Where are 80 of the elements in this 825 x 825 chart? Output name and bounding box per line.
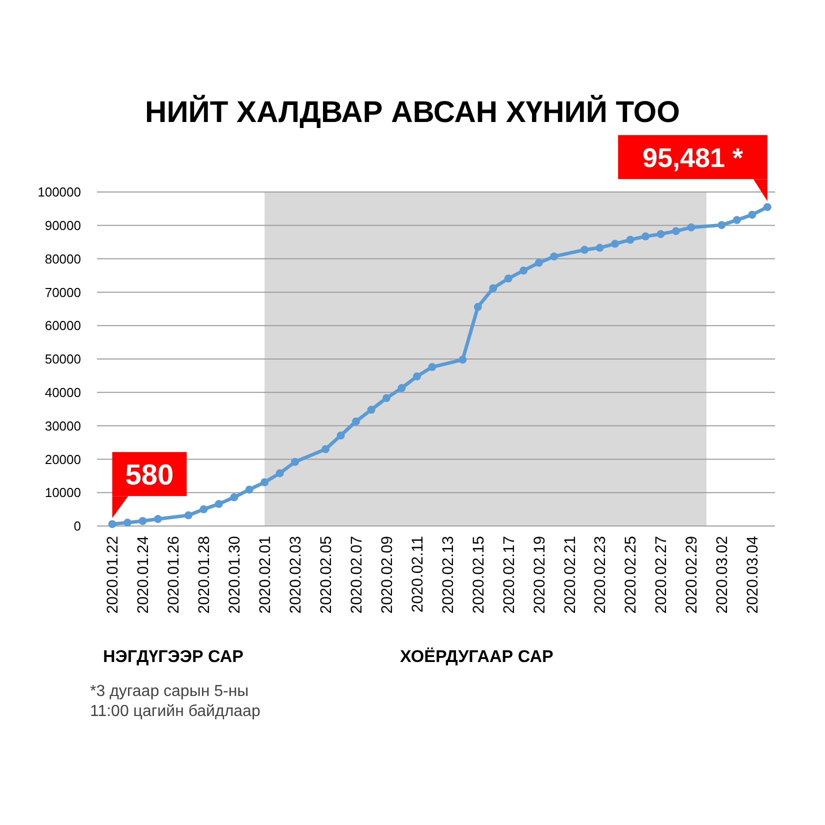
y-tick-label: 60000 <box>44 318 81 334</box>
y-tick-label: 40000 <box>44 384 81 400</box>
y-tick-label: 100000 <box>38 184 81 200</box>
chart-title: НИЙТ ХАЛДВАР АВСАН ХҮНИЙ ТОО <box>145 94 680 129</box>
y-tick-label: 10000 <box>44 485 81 500</box>
x-tick-label: 2020.02.21 <box>562 536 579 614</box>
x-tick-label: 2020.01.26 <box>166 536 183 614</box>
point <box>748 210 756 219</box>
x-tick-label: 2020.02.29 <box>684 536 701 614</box>
x-tick-label: 2020.02.17 <box>500 536 518 614</box>
point <box>367 406 376 414</box>
x-tick-label: 2020.01.24 <box>135 536 152 614</box>
x-tick-label: 2020.01.28 <box>196 536 214 614</box>
x-tick-label: 2020.03.02 <box>714 536 732 614</box>
y-tick-label: 20000 <box>44 452 81 467</box>
point <box>580 246 589 254</box>
y-tick-label: 90000 <box>44 218 81 233</box>
point <box>382 394 390 402</box>
point <box>458 356 467 364</box>
point <box>108 520 116 528</box>
point <box>732 216 741 224</box>
point <box>641 232 650 240</box>
point <box>596 244 604 252</box>
x-tick-label: 2020.02.13 <box>440 536 457 614</box>
x-tick-label: 2020.02.25 <box>622 536 640 614</box>
point <box>322 445 330 454</box>
point <box>550 252 558 260</box>
x-tick-label: 2020.02.01 <box>257 536 274 614</box>
point <box>123 518 132 527</box>
x-tick-label: 2020.02.05 <box>318 536 335 614</box>
point <box>474 302 482 311</box>
point <box>200 505 208 514</box>
point <box>276 469 284 478</box>
annotation: 95,481 * <box>642 142 744 173</box>
point <box>245 486 254 494</box>
y-tick-label: 30000 <box>44 418 81 434</box>
text: *3 дугаар сарын 5-ны 11:00 цагийн байдлаар <box>90 683 260 720</box>
y-tick-label: 50000 <box>44 352 81 367</box>
point <box>763 203 772 212</box>
point <box>184 511 192 520</box>
point <box>428 363 436 372</box>
x-tick-label: 2020.02.23 <box>592 536 610 614</box>
y-tick-label: 80000 <box>44 251 81 266</box>
x-tick-label: 2020.03.04 <box>744 536 762 614</box>
callout: 580 <box>112 452 187 518</box>
annotation: 580 <box>125 460 174 492</box>
point <box>489 284 498 292</box>
point <box>687 223 696 232</box>
point <box>504 274 512 283</box>
point <box>352 417 360 426</box>
point <box>260 478 269 486</box>
y-tick-label: 0 <box>74 518 81 534</box>
point <box>138 516 147 525</box>
x-tick-label: 2020.02.19 <box>531 536 548 614</box>
point <box>520 266 528 274</box>
point <box>398 384 406 392</box>
x-tick-label: 2020.02.03 <box>287 536 304 614</box>
text: НЭГДҮГЭЭР САР <box>103 647 244 666</box>
point <box>230 493 238 502</box>
point <box>611 240 620 248</box>
x-tick-label: 2020.02.11 <box>409 536 426 612</box>
point <box>534 258 543 267</box>
point <box>718 221 726 230</box>
point <box>336 431 345 440</box>
y-tick-label: 70000 <box>44 284 81 300</box>
point <box>626 236 634 244</box>
point <box>154 514 162 523</box>
callout: 95,481 * <box>618 135 768 202</box>
point <box>214 500 223 508</box>
point <box>672 227 680 236</box>
x-tick-label: 2020.01.30 <box>226 536 244 614</box>
x-tick-label: 2020.02.07 <box>348 536 366 614</box>
x-tick-label: 2020.02.27 <box>653 536 670 614</box>
point <box>656 230 665 238</box>
text: ХОЁРДУГААР САР <box>400 647 554 666</box>
x-tick-label: 2020.02.15 <box>470 536 488 614</box>
point <box>412 372 421 380</box>
point <box>291 458 300 466</box>
x-tick-label: 2020.01.22 <box>104 536 122 614</box>
x-tick-label: 2020.02.09 <box>378 536 396 614</box>
